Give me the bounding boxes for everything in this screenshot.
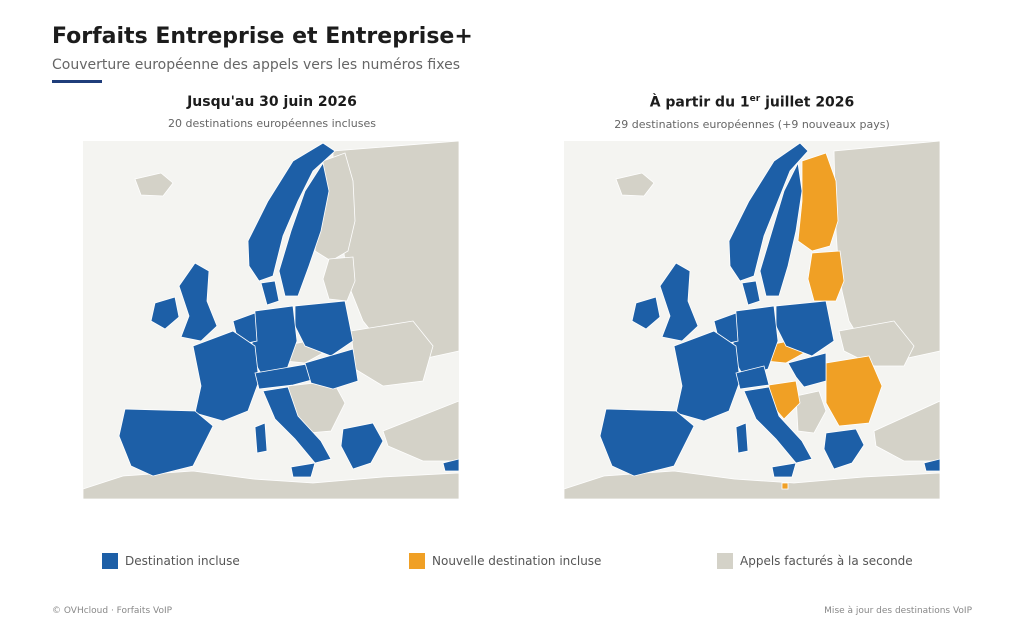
country-sweden	[759, 161, 803, 297]
country-sardinia	[735, 422, 749, 454]
country-greece	[340, 422, 384, 470]
panel-before-subtitle: 20 destinations européennes incluses	[168, 117, 376, 130]
country-uk	[659, 262, 699, 342]
country-malta	[781, 482, 789, 490]
country-uk	[178, 262, 218, 342]
country-norway	[728, 142, 809, 282]
country-baltics	[807, 250, 845, 302]
country-sweden	[278, 161, 330, 297]
country-norway	[247, 142, 336, 282]
legend-billed-swatch	[717, 553, 733, 569]
page-title: Forfaits Entreprise et Entreprise+	[52, 24, 473, 49]
panel-after-subtitle: 29 destinations européennes (+9 nouveaux…	[614, 117, 890, 131]
country-iceland	[134, 172, 174, 197]
country-italy	[262, 386, 332, 464]
legend-included-swatch	[102, 553, 118, 569]
country-romania-bulgaria	[825, 355, 883, 427]
legend-included-label: Destination incluse	[125, 554, 240, 568]
country-sardinia	[254, 422, 268, 454]
country-sicily	[771, 462, 797, 478]
legend-included: Destination incluse	[102, 553, 240, 569]
country-hungary-romania	[304, 348, 359, 390]
country-hungary-slovakia	[787, 352, 827, 388]
panel-after-title-sup: er	[749, 94, 761, 104]
country-finland	[797, 152, 839, 252]
country-france	[192, 330, 260, 422]
country-france	[673, 330, 741, 422]
map-before-svg	[83, 141, 459, 499]
legend-billed: Appels facturés à la seconde	[717, 553, 913, 569]
country-cyprus	[442, 458, 459, 472]
legend-new-label: Nouvelle destination incluse	[432, 554, 602, 568]
country-baltics	[322, 256, 356, 302]
panel-after-title-prefix: À partir du 1	[649, 94, 750, 111]
country-ireland	[631, 296, 661, 330]
country-ireland	[150, 296, 180, 330]
legend-new-swatch	[409, 553, 425, 569]
country-italy	[743, 386, 813, 464]
country-turkey	[382, 400, 459, 462]
country-balkans	[795, 390, 827, 434]
country-spain-portugal	[599, 408, 695, 477]
country-cyprus	[923, 458, 940, 472]
country-iceland	[615, 172, 655, 197]
country-austria-switzerland	[735, 365, 770, 390]
country-austria-switzerland	[254, 362, 324, 390]
panel-after-title-suffix: juillet 2026	[760, 94, 855, 111]
country-greece	[823, 428, 865, 470]
footer-update-note: Mise à jour des destinations VoIP	[824, 606, 972, 616]
panel-before-header: Jusqu'au 30 juin 2026 20 destinations eu…	[82, 94, 462, 130]
title-underline	[52, 80, 102, 83]
country-turkey	[873, 400, 940, 462]
country-ukraine	[838, 320, 915, 367]
page-subtitle: Couverture européenne des appels vers le…	[52, 57, 460, 73]
panel-after-title: À partir du 1er juillet 2026	[562, 94, 942, 111]
panel-before-title: Jusqu'au 30 juin 2026	[187, 94, 357, 110]
legend-new: Nouvelle destination incluse	[409, 553, 601, 569]
country-sicily	[290, 462, 316, 478]
legend-billed-label: Appels facturés à la seconde	[740, 554, 913, 568]
map-after-svg	[564, 141, 940, 499]
country-spain-portugal	[118, 408, 214, 477]
map-after	[564, 141, 940, 499]
country-denmark	[741, 280, 761, 306]
panel-after-header: À partir du 1er juillet 2026 29 destinat…	[562, 94, 942, 131]
country-denmark	[260, 280, 280, 306]
map-before	[83, 141, 459, 499]
footer-copyright: © OVHcloud · Forfaits VoIP	[52, 606, 173, 616]
